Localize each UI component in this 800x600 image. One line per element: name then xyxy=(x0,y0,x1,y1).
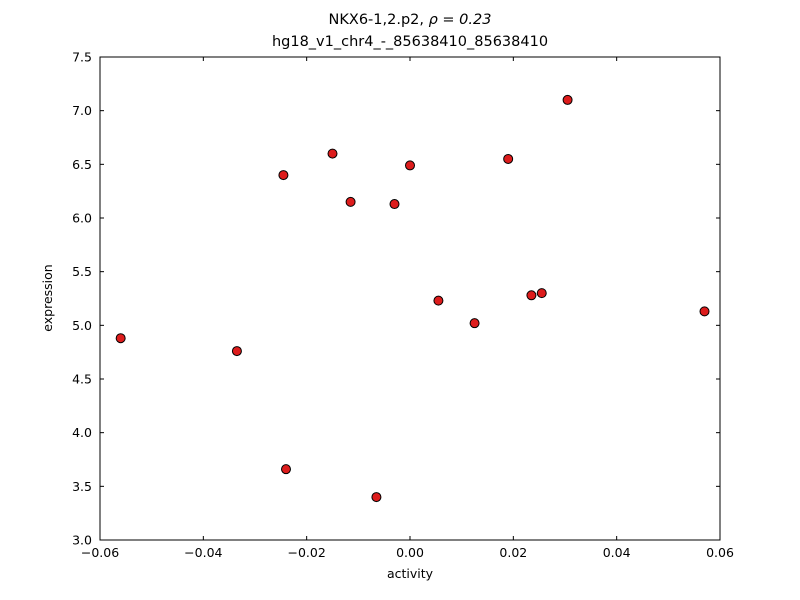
chart-title-line1: NKX6-1,2.p2, ρ = 0.23 xyxy=(329,12,492,28)
data-point xyxy=(345,196,356,207)
points-layer xyxy=(115,94,710,503)
data-point xyxy=(327,148,338,159)
y-tick-label: 3.5 xyxy=(72,479,92,494)
y-tick-label: 6.0 xyxy=(72,211,92,226)
plot-frame xyxy=(99,56,721,541)
data-point xyxy=(536,288,547,299)
x-tick-label: 0.00 xyxy=(396,545,424,560)
y-axis-label: expression xyxy=(40,264,55,331)
x-tick-label: 0.06 xyxy=(706,545,734,560)
x-tick-label: 0.02 xyxy=(499,545,527,560)
y-tick-label: 6.5 xyxy=(72,157,92,172)
rho-annotation: ρ = 0.23 xyxy=(429,12,492,28)
data-point xyxy=(503,153,514,164)
y-tick-label: 7.5 xyxy=(72,50,92,65)
data-point xyxy=(433,295,444,306)
data-point xyxy=(405,160,415,171)
x-tick-label: −0.02 xyxy=(288,545,326,560)
data-point xyxy=(469,318,480,329)
y-tick-label: 5.5 xyxy=(72,264,92,279)
data-point xyxy=(699,306,710,317)
data-point xyxy=(389,199,400,210)
y-tick-label: 7.0 xyxy=(72,103,92,118)
data-point xyxy=(115,333,126,344)
x-axis-label: activity xyxy=(387,566,434,581)
data-point xyxy=(231,346,242,357)
y-tick-label: 4.0 xyxy=(72,425,92,440)
data-point xyxy=(281,464,291,475)
x-tick-label: 0.04 xyxy=(603,545,631,560)
data-point xyxy=(371,492,382,503)
data-point xyxy=(562,94,573,105)
data-point xyxy=(278,170,289,181)
x-tick-label: −0.06 xyxy=(81,545,119,560)
data-point xyxy=(526,290,537,301)
x-tick-label: −0.04 xyxy=(184,545,222,560)
y-tick-label: 4.5 xyxy=(72,372,92,387)
y-tick-label: 3.0 xyxy=(72,533,92,548)
y-tick-label: 5.0 xyxy=(72,318,92,333)
ticks-layer: −0.06 −0.04 −0.02 0.00 0.02 0.04 0.06 3.0 3.5 4.0… xyxy=(72,50,734,561)
chart-title-line2: hg18_v1_chr4_-_85638410_85638410 xyxy=(272,34,548,50)
